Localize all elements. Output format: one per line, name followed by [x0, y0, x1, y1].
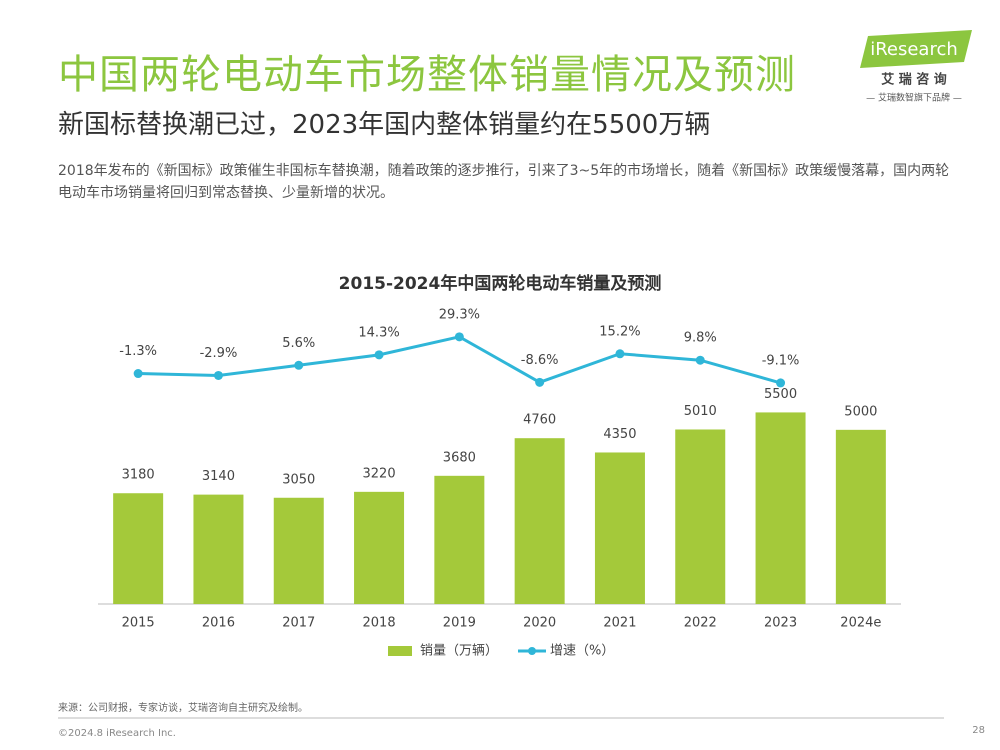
page-number: 28 [972, 725, 985, 736]
bar [193, 494, 244, 604]
growth-point [615, 349, 625, 359]
bar-value-label: 5010 [684, 404, 717, 419]
growth-value-label: 15.2% [599, 324, 640, 339]
growth-point [454, 332, 464, 342]
growth-point [695, 355, 705, 365]
bar-value-label: 3140 [202, 469, 235, 484]
bar-value-label: 3180 [122, 468, 155, 483]
bar [755, 412, 806, 604]
bar [675, 429, 726, 604]
x-tick-label: 2020 [523, 616, 556, 631]
bar [113, 493, 164, 604]
bar-value-label: 5000 [844, 404, 877, 419]
legend-label: 增速（%） [550, 644, 614, 659]
bar-value-label: 3050 [282, 472, 315, 487]
growth-value-label: 5.6% [282, 336, 315, 351]
growth-value-label: 29.3% [439, 307, 480, 322]
page-title: 中国两轮电动车市场整体销量情况及预测 [58, 52, 796, 98]
x-tick-label: 2017 [282, 616, 315, 631]
growth-point [776, 378, 786, 388]
page-subtitle: 新国标替换潮已过，2023年国内整体销量约在5500万辆 [58, 110, 711, 140]
x-tick-label: 2024e [840, 616, 881, 631]
legend-label: 销量（万辆） [420, 644, 498, 659]
bar [434, 475, 485, 604]
x-tick-label: 2023 [764, 616, 797, 631]
bar-value-label: 5500 [764, 387, 797, 402]
growth-value-label: -8.6% [521, 353, 559, 368]
bar-value-label: 4760 [523, 413, 556, 428]
growth-point [213, 370, 223, 380]
growth-point [133, 369, 143, 379]
x-tick-label: 2019 [443, 616, 476, 631]
logo-badge [860, 30, 972, 68]
bar [354, 491, 405, 604]
bar [273, 497, 324, 604]
growth-value-label: -1.3% [119, 344, 157, 359]
description: 2018年发布的《新国标》政策催生非国标车替换潮，随着政策的逐步推行，引来了3~… [58, 163, 950, 201]
legend-swatch [388, 646, 412, 656]
x-tick-label: 2021 [603, 616, 636, 631]
growth-value-label: 14.3% [358, 325, 399, 340]
source: 来源：公司财报，专家访谈，艾瑞咨询自主研究及绘制。 [58, 701, 308, 714]
logo-tagline: — 艾瑞数智旗下品牌 — [866, 92, 962, 104]
logo-name: 艾 瑞 咨 询 [881, 72, 947, 88]
bar-value-label: 4350 [603, 427, 636, 442]
bar [514, 438, 565, 604]
logo-brand: iResearch [870, 39, 958, 60]
x-tick-label: 2018 [363, 616, 396, 631]
bar-value-label: 3680 [443, 450, 476, 465]
copyright: ©2024.8 iResearch Inc. [58, 728, 176, 739]
bar [835, 429, 886, 604]
x-tick-label: 2015 [122, 616, 155, 631]
bar [594, 452, 645, 604]
growth-value-label: -2.9% [200, 346, 238, 361]
growth-point [535, 377, 545, 387]
x-tick-label: 2022 [684, 616, 717, 631]
growth-value-label: 9.8% [684, 331, 717, 346]
growth-value-label: -9.1% [762, 353, 800, 368]
bar-value-label: 3220 [363, 466, 396, 481]
x-tick-label: 2016 [202, 616, 235, 631]
legend-swatch [528, 647, 536, 655]
chart-title: 2015-2024年中国两轮电动车销量及预测 [339, 273, 662, 294]
growth-point [374, 350, 384, 360]
growth-point [294, 360, 304, 370]
